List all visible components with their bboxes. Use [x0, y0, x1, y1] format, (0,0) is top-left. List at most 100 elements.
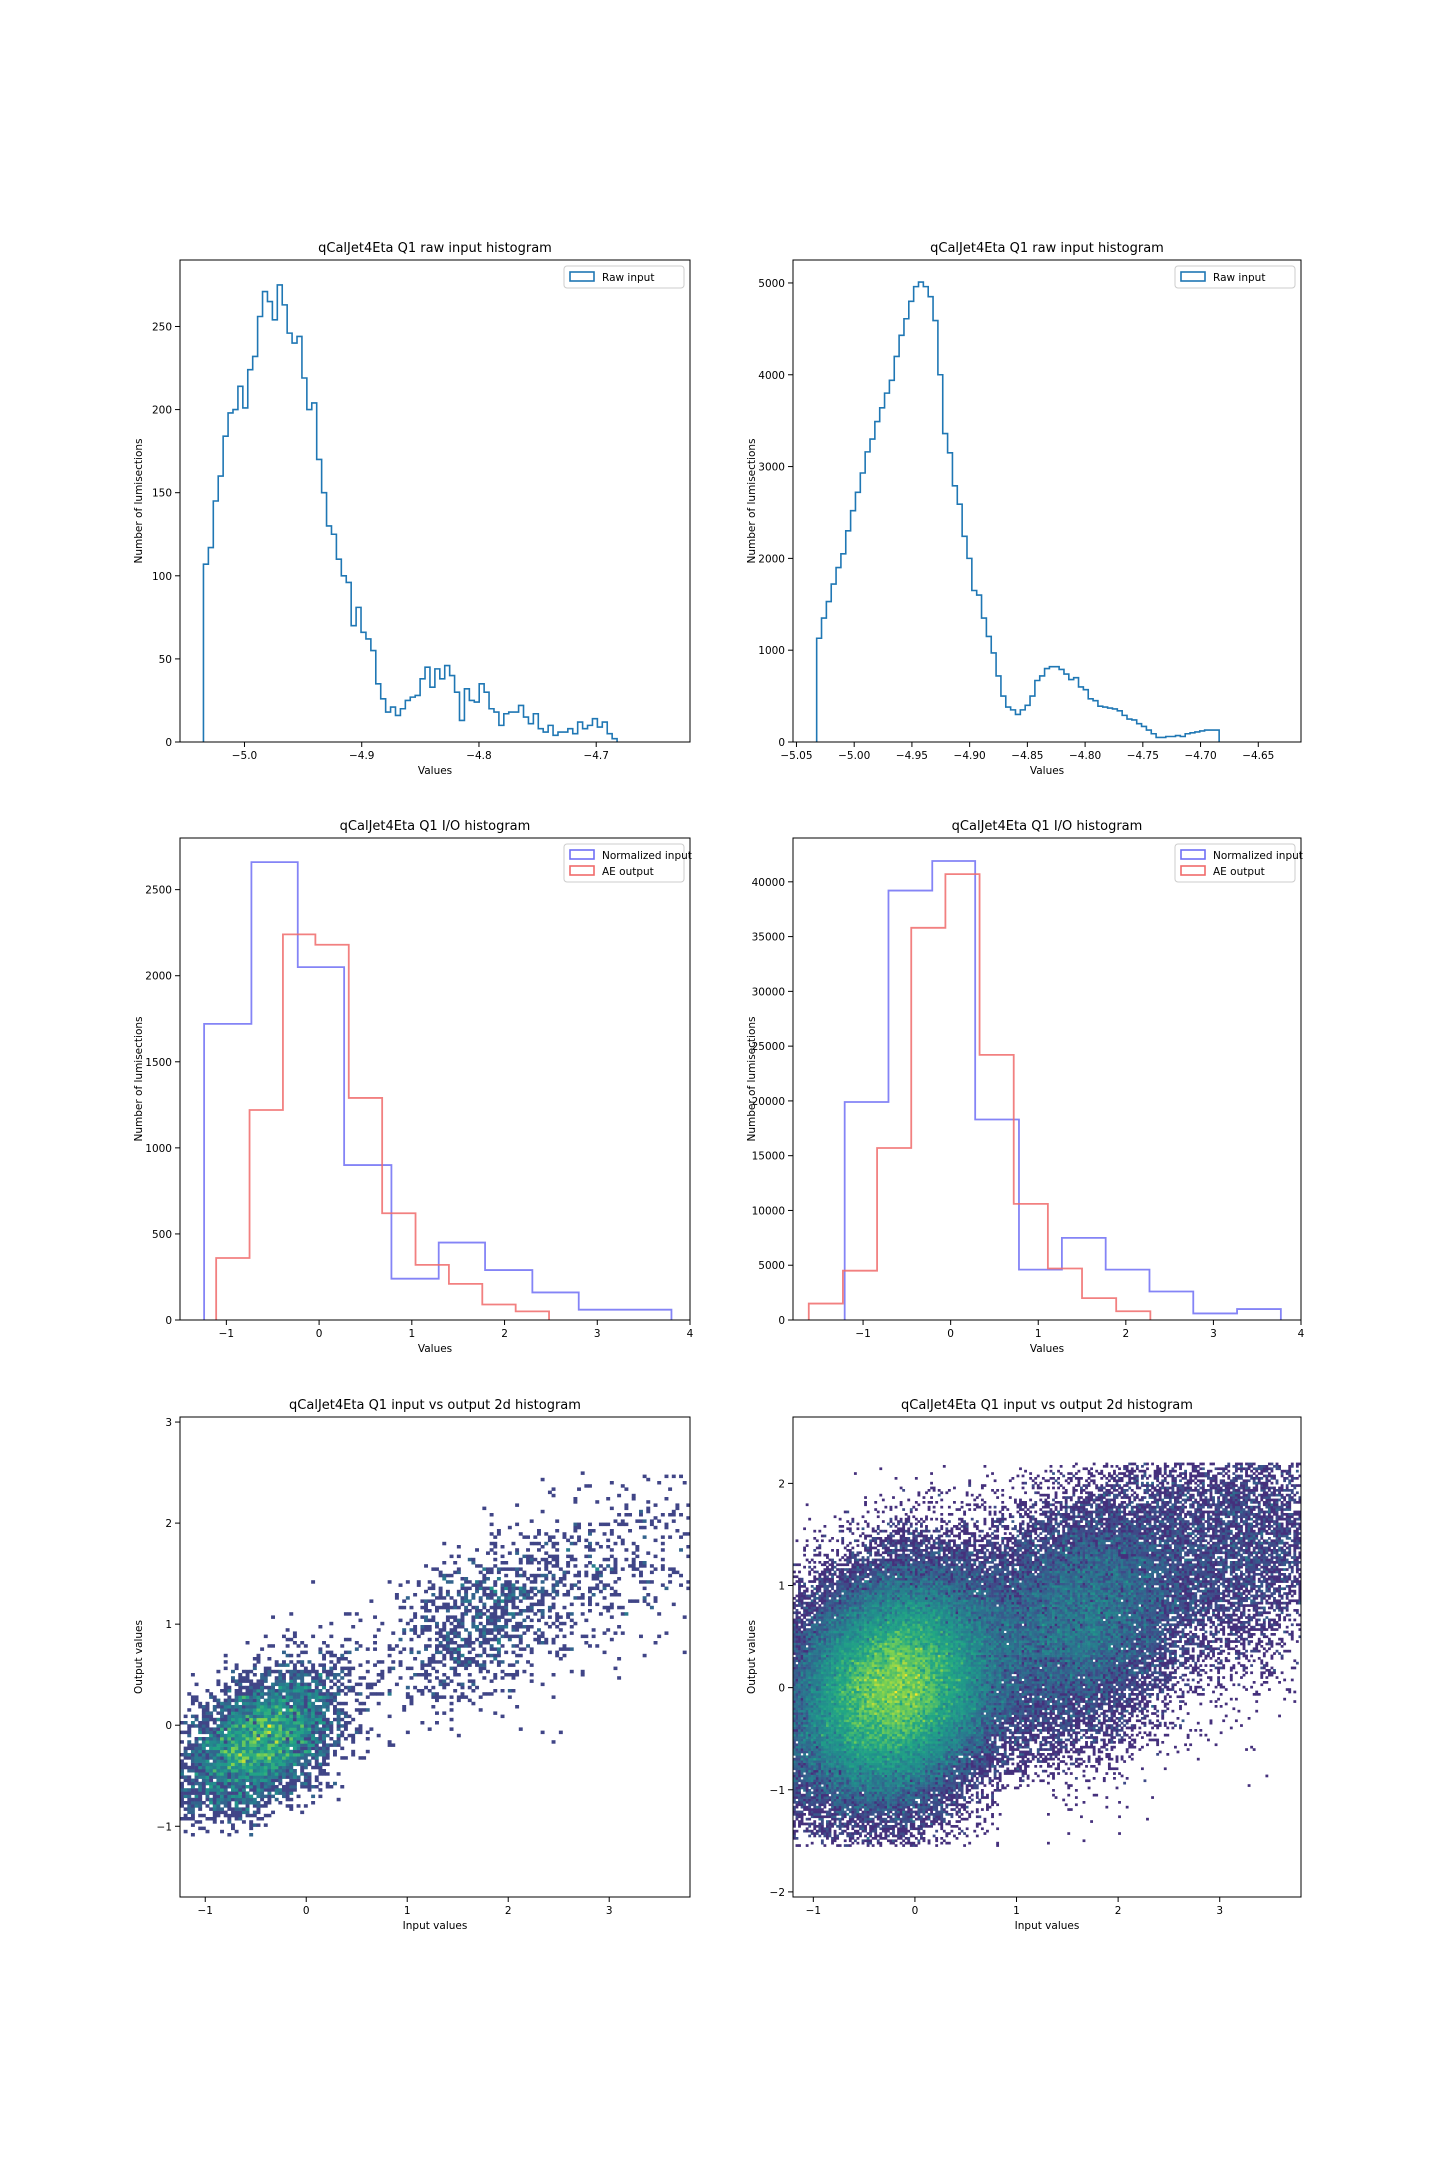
heatmap-cell: [241, 1733, 246, 1738]
heatmap-cell: [820, 1772, 824, 1775]
heatmap-cell: [1110, 1767, 1114, 1771]
heatmap-cell: [303, 1701, 308, 1706]
heatmap-cell: [617, 1493, 622, 1498]
heatmap-cell: [904, 1767, 908, 1771]
heatmap-cell: [409, 1650, 414, 1655]
heatmap-cell: [296, 1676, 301, 1680]
heatmap-cell: [818, 1825, 822, 1828]
heatmap-cell: [606, 1545, 611, 1549]
heatmap-cell: [843, 1829, 847, 1833]
heatmap-cell: [620, 1484, 625, 1488]
heatmap-cell: [649, 1570, 654, 1575]
heatmap-cell: [920, 1798, 923, 1802]
heatmap-cell: [442, 1541, 447, 1546]
heatmap-cell: [292, 1666, 297, 1671]
heatmap-cell: [818, 1779, 822, 1783]
heatmap-cell: [376, 1733, 381, 1738]
heatmap-cell: [838, 1798, 842, 1802]
heatmap-cell: [347, 1714, 352, 1719]
heatmap-cell: [278, 1708, 283, 1712]
heatmap-cell: [942, 1767, 946, 1771]
heatmap-cell: [920, 1808, 923, 1811]
heatmap-cell: [292, 1692, 297, 1696]
heatmap-cell: [897, 1827, 900, 1831]
heatmap-cell: [267, 1762, 272, 1767]
heatmap-cell: [347, 1685, 352, 1690]
heatmap-cell: [223, 1801, 228, 1805]
heatmap-cell: [963, 1798, 967, 1802]
heatmap-cell: [311, 1733, 316, 1738]
heatmap-cell: [260, 1765, 265, 1770]
heatmap-cell: [289, 1721, 294, 1725]
heatmap-cell: [296, 1762, 301, 1767]
heatmap-cell: [496, 1529, 501, 1533]
heatmap-cell: [988, 1781, 992, 1785]
heatmap-cell: [187, 1781, 192, 1786]
heatmap-cell: [631, 1493, 636, 1498]
heatmap-cell: [1080, 1815, 1083, 1819]
heatmap-cell: [968, 1769, 972, 1773]
heatmap-cell: [866, 1801, 870, 1804]
heatmap-cell: [271, 1749, 276, 1754]
heatmap-cell: [914, 1774, 918, 1778]
heatmap-cell: [234, 1663, 239, 1667]
heatmap-cell: [955, 1813, 959, 1816]
heatmap-cell: [282, 1660, 286, 1664]
heatmap-cell: [555, 1561, 560, 1565]
heatmap-cell: [314, 1756, 319, 1760]
heatmap-cell: [478, 1653, 483, 1658]
heatmap-cell: [884, 1817, 888, 1821]
heatmap-cell: [879, 1786, 883, 1790]
heatmap-cell: [686, 1580, 690, 1584]
heatmap-cell: [285, 1705, 290, 1709]
heatmap-cell: [1016, 1769, 1020, 1773]
heatmap-cell: [960, 1781, 964, 1785]
heatmap-cell: [271, 1615, 276, 1619]
heatmap-cell: [813, 1769, 817, 1773]
heatmap-cell: [820, 1829, 824, 1833]
heatmap-cell: [595, 1541, 600, 1546]
heatmap-cell: [475, 1609, 480, 1613]
heatmap-cell: [833, 1791, 837, 1795]
heatmap-cell: [216, 1737, 221, 1741]
heatmap-cell: [930, 1813, 933, 1816]
heatmap-cell: [920, 1777, 923, 1780]
heatmap-cell: [679, 1583, 684, 1587]
heatmap-cell: [318, 1727, 323, 1731]
heatmap-cell: [187, 1753, 192, 1757]
heatmap-cell: [642, 1474, 647, 1479]
heatmap-cell: [533, 1637, 538, 1642]
heatmap-cell: [533, 1557, 538, 1562]
heatmap-cell: [212, 1743, 217, 1747]
heatmap-cell: [881, 1774, 885, 1778]
heatmap-cell: [526, 1593, 531, 1597]
heatmap-cell: [493, 1580, 498, 1584]
heatmap-cell: [682, 1650, 687, 1655]
heatmap-cell: [848, 1786, 852, 1790]
heatmap-cell: [639, 1509, 643, 1514]
heatmap-cell: [267, 1717, 272, 1722]
heatmap-cell: [198, 1801, 203, 1805]
heatmap-cell: [278, 1727, 283, 1731]
heatmap-cell: [409, 1695, 414, 1699]
heatmap-cell: [456, 1631, 461, 1635]
heatmap-cell: [831, 1841, 834, 1845]
heatmap-cell: [897, 1774, 900, 1778]
heatmap-cell: [820, 1793, 824, 1797]
heatmap-cell: [190, 1762, 195, 1767]
heatmap-cell: [963, 1781, 967, 1785]
heatmap-cell: [828, 1774, 832, 1778]
heatmap-cell: [831, 1825, 834, 1828]
heatmap-cell: [892, 1786, 895, 1790]
heatmap-cell: [963, 1777, 967, 1780]
heatmap-cell: [241, 1730, 246, 1735]
heatmap-cell: [260, 1708, 265, 1712]
heatmap-cell: [354, 1698, 359, 1703]
heatmap-cell: [216, 1810, 221, 1815]
heatmap-cell: [220, 1829, 225, 1834]
heatmap-cell: [879, 1789, 883, 1792]
heatmap-cell: [292, 1682, 297, 1687]
heatmap-cell: [220, 1794, 225, 1799]
heatmap-cell: [881, 1772, 885, 1775]
